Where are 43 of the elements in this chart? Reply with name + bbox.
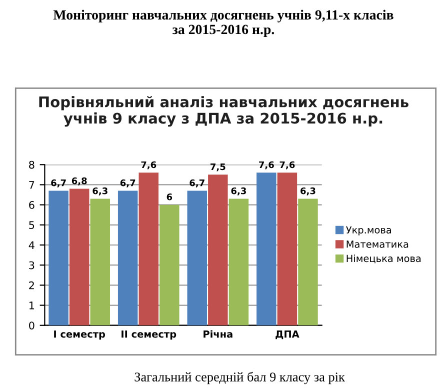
- y-tick-label: 6: [29, 201, 34, 209]
- bar: [277, 172, 298, 326]
- bar: [228, 198, 249, 326]
- data-label: 7,6: [141, 161, 156, 170]
- data-label: 6,3: [231, 187, 246, 196]
- bar: [298, 198, 318, 326]
- bar: [138, 172, 158, 326]
- y-tick-label: 7: [29, 181, 34, 189]
- data-label: 7,5: [210, 163, 226, 172]
- bar: [256, 172, 276, 326]
- data-label: 6,7: [120, 179, 136, 188]
- data-label: 6,3: [92, 187, 108, 196]
- bar: [160, 204, 180, 326]
- legend-label: Укр.мова: [346, 226, 391, 236]
- y-tick-label: 3: [29, 261, 34, 270]
- legend-label: Математика: [346, 240, 408, 248]
- x-tick-label: Річна: [204, 330, 232, 338]
- data-label: 7,6: [259, 161, 274, 170]
- data-label: 6,7: [51, 179, 66, 188]
- chart-title: Моніторинг навчальних досягнень учнів 9,11-х класів за 2015-2016 н.р.: [53, 10, 394, 37]
- x-tick-label: І семестр: [54, 330, 106, 340]
- data-label: 6,8: [72, 177, 87, 186]
- legend-label: Німецька мова: [346, 254, 421, 264]
- bar: [187, 190, 207, 326]
- bar: [69, 188, 90, 326]
- y-tick-label: 1: [29, 302, 34, 310]
- data-label: 6,3: [300, 187, 316, 196]
- y-tick-label: 8: [29, 160, 34, 169]
- data-label: 6: [166, 193, 172, 200]
- y-tick-label: 2: [29, 281, 34, 290]
- text: Загальний середній бал 9 класу за рік: [134, 372, 345, 384]
- y-tick-label: 4: [28, 241, 34, 249]
- x-tick-label: ДПА: [276, 330, 300, 340]
- data-label: 6,7: [190, 179, 204, 188]
- bar: [48, 190, 68, 326]
- x-tick-label: ІІ семестр: [122, 330, 176, 340]
- y-tick-label: 5: [29, 221, 34, 230]
- y-tick-label: 0: [29, 322, 34, 330]
- data-label: 7,6: [280, 161, 295, 170]
- chart-subtitle: Порівняльний аналіз навчальних досягнень учнів 9 класу з ДПА за 2015-2016 н.р.: [39, 96, 408, 127]
- bar: [208, 174, 228, 326]
- bar: [90, 198, 110, 326]
- bar: [118, 190, 138, 326]
